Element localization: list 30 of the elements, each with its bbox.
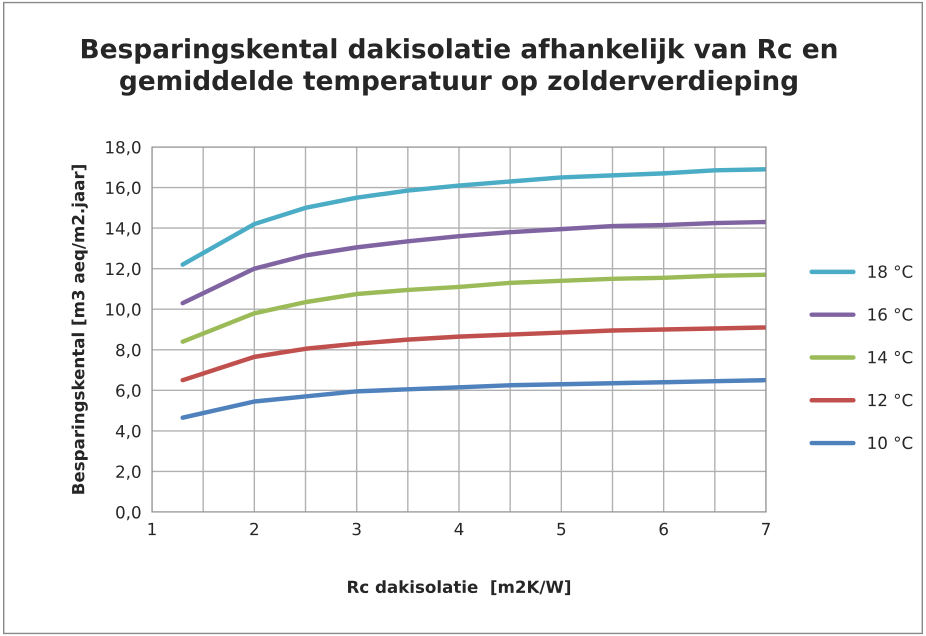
x-axis-title: Rc dakisolatie [m2K/W] <box>348 580 570 596</box>
line-series <box>180 378 766 420</box>
y-tick-label: 6,0 <box>116 384 140 399</box>
y-tick-label: 16,0 <box>106 182 140 196</box>
x-tick-label: 2 <box>250 522 258 536</box>
x-tick-label: 7 <box>762 522 770 536</box>
y-tick-label: 14,0 <box>106 222 140 236</box>
x-tick-label: 6 <box>660 522 668 536</box>
x-tick-label: 4 <box>454 522 464 536</box>
line-series <box>180 167 766 267</box>
y-tick-label: 18,0 <box>106 140 140 156</box>
x-tick-label: 3 <box>352 522 361 536</box>
legend-label: 12 °C <box>868 394 912 406</box>
y-tick-label: 10,0 <box>106 303 140 318</box>
chart-title: Besparingskental dakisolatie afhankelijk van Rc en gemiddelde temperatuur op zolderverdieping <box>82 38 836 96</box>
y-tick-label: 12,0 <box>106 262 140 277</box>
y-tick-label: 0,0 <box>116 506 140 520</box>
y-axis-title: Besparingskental [m3 aeq/m2.jaar] <box>72 165 88 494</box>
y-tick-label: 2,0 <box>116 465 140 480</box>
legend-label: 10 °C <box>868 436 912 450</box>
legend-label: 14 °C <box>868 350 912 364</box>
x-tick-label: 1 <box>148 522 156 536</box>
x-tick-label: 5 <box>557 522 566 536</box>
y-tick-label: 8,0 <box>116 344 140 358</box>
y-tick-label: 4,0 <box>116 424 140 440</box>
line-series <box>180 325 766 382</box>
legend-label: 18 °C <box>868 265 912 278</box>
legend-label: 16 °C <box>868 308 912 321</box>
line-series <box>180 272 766 344</box>
line-series <box>180 220 766 306</box>
